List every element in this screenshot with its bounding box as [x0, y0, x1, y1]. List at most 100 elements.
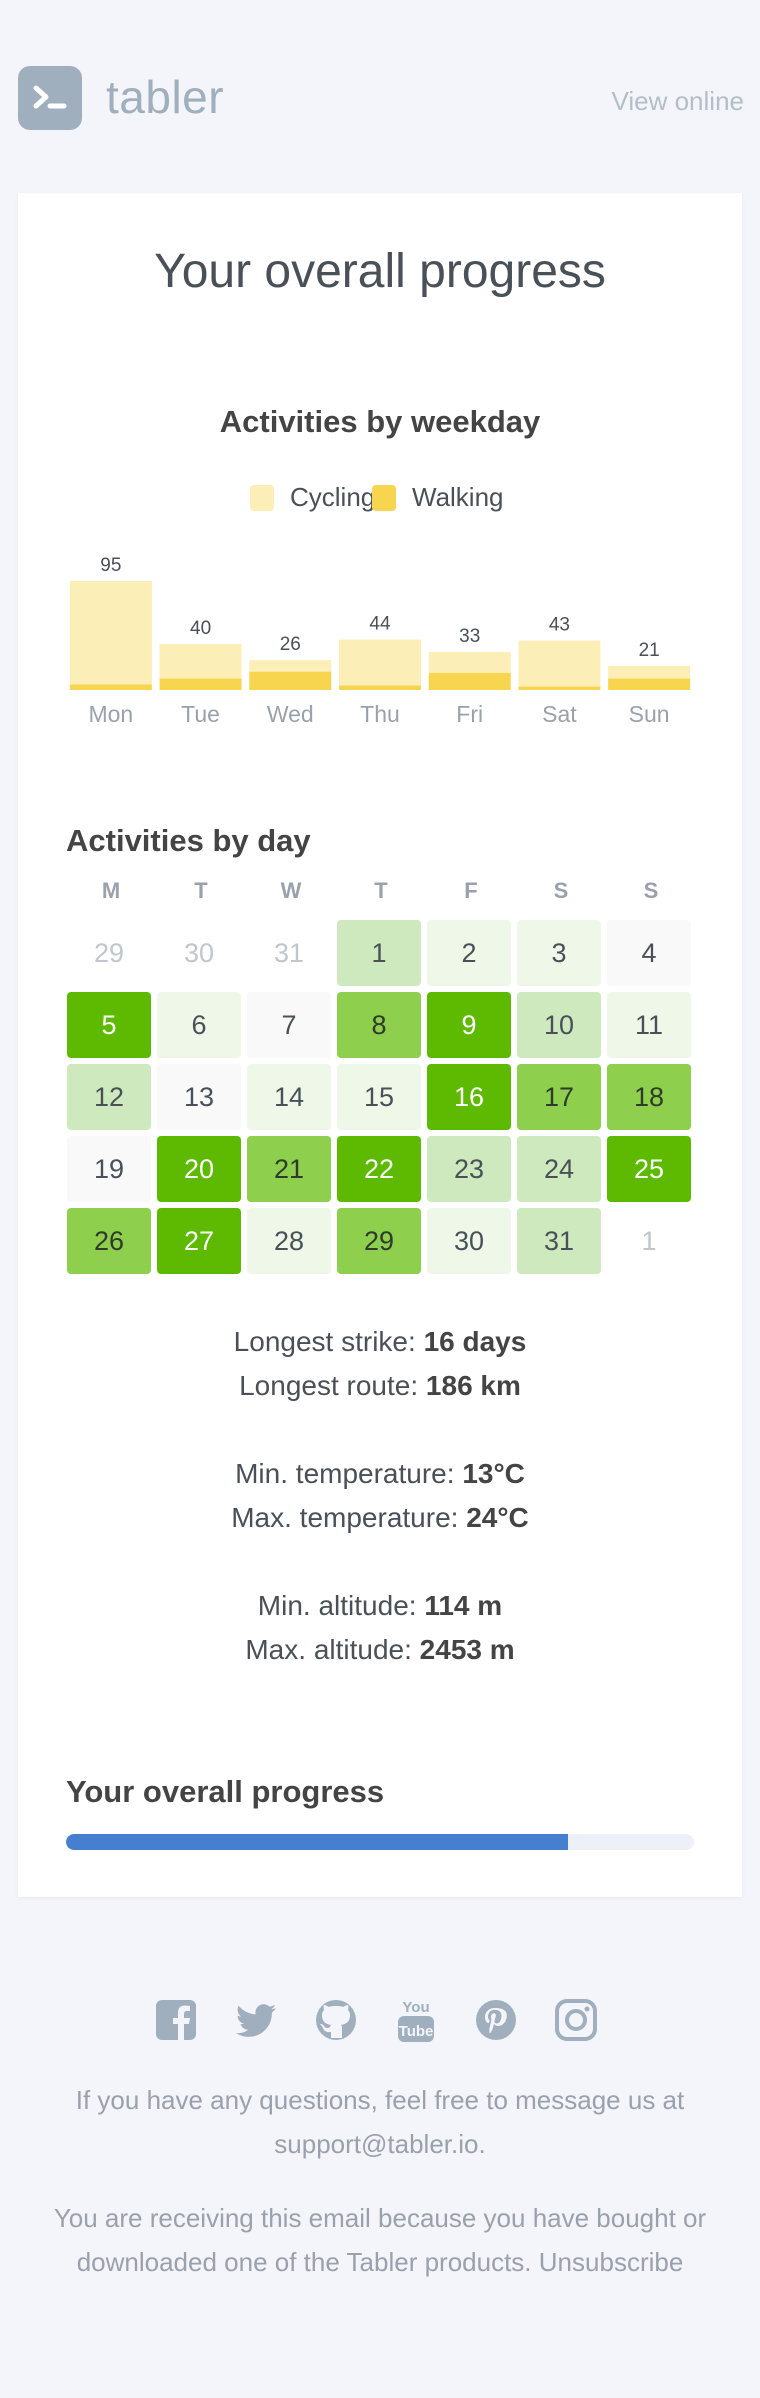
- instagram-icon[interactable]: [552, 1996, 600, 2044]
- bar-total-label: 26: [280, 634, 301, 655]
- calendar-weekday-header: T: [374, 878, 388, 903]
- calendar-day: 30: [427, 1208, 511, 1274]
- calendar-day: 3: [517, 920, 601, 986]
- stat-value: 186 km: [425, 1370, 521, 1401]
- twitter-icon[interactable]: [232, 1996, 280, 2044]
- calendar-day: 5: [67, 992, 151, 1058]
- calendar-day: 6: [157, 992, 241, 1058]
- bar-total-label: 40: [190, 618, 211, 639]
- x-tick-label: Mon: [88, 701, 133, 727]
- stat-label: Longest strike:: [233, 1326, 416, 1357]
- progress-bar: [66, 1834, 694, 1850]
- progress-title: Your overall progress: [66, 1774, 385, 1809]
- receiving-message: You are receiving this email because you…: [53, 2203, 707, 2277]
- calendar-weekday-header: F: [464, 878, 478, 903]
- legend-swatch-walking: [372, 485, 396, 511]
- calendar-day: 20: [157, 1136, 241, 1202]
- calendar-day: 2: [427, 920, 511, 986]
- receiving-text: You are receiving this email because you…: [30, 2196, 730, 2284]
- support-email-link[interactable]: support@tabler.io.: [274, 2129, 486, 2159]
- stat-label: Max. temperature:: [231, 1502, 459, 1533]
- stat-value: 16 days: [423, 1326, 527, 1357]
- stat-value: 114 m: [424, 1590, 503, 1621]
- social-links: You Tube: [152, 1996, 608, 2048]
- calendar-day: 18: [607, 1064, 691, 1130]
- calendar-day: 28: [247, 1208, 331, 1274]
- pinterest-icon[interactable]: [472, 1996, 520, 2044]
- view-online-link[interactable]: View online: [611, 86, 744, 116]
- stat-value: 2453 m: [419, 1634, 515, 1665]
- calendar-day: 4: [607, 920, 691, 986]
- youtube-icon[interactable]: You Tube: [392, 1996, 440, 2044]
- facebook-icon[interactable]: [152, 1996, 200, 2044]
- stat-max-altitude: Max. altitude: 2453 m: [0, 1628, 760, 1672]
- stat-label: Min. temperature:: [235, 1458, 455, 1489]
- bar-cycling-thu: [339, 639, 421, 686]
- x-tick-label: Tue: [181, 701, 220, 727]
- contact-text: If you have any questions, feel free to …: [30, 2078, 730, 2166]
- github-icon[interactable]: [312, 1996, 360, 2044]
- legend-label-cycling: Cycling: [290, 482, 376, 512]
- legend-swatch-cycling: [250, 485, 274, 511]
- calendar-day: 19: [67, 1136, 151, 1202]
- calendar-title: Activities by day: [66, 823, 311, 858]
- stat-longest-strike: Longest strike: 16 days: [0, 1320, 760, 1364]
- bar-total-label: 43: [549, 615, 570, 636]
- bar-total-label: 95: [100, 555, 121, 576]
- calendar-day: 27: [157, 1208, 241, 1274]
- stat-label: Min. altitude:: [257, 1590, 417, 1621]
- tabler-logo-icon[interactable]: [18, 66, 82, 130]
- calendar-day: 26: [67, 1208, 151, 1274]
- chart-legend: Cycling Walking: [250, 482, 550, 516]
- bar-total-label: 21: [639, 640, 660, 661]
- calendar-day: 14: [247, 1064, 331, 1130]
- stat-value: 24°C: [466, 1502, 529, 1533]
- calendar-day: 11: [607, 992, 691, 1058]
- calendar-day: 8: [337, 992, 421, 1058]
- calendar-day: 21: [247, 1136, 331, 1202]
- x-tick-label: Thu: [360, 701, 400, 727]
- calendar-weekday-header: W: [280, 878, 302, 903]
- stat-min-altitude: Min. altitude: 114 m: [0, 1584, 760, 1628]
- bar-walking-wed: [249, 671, 332, 690]
- calendar-day-outside-month: 30: [157, 920, 241, 986]
- x-tick-label: Sun: [629, 701, 670, 727]
- bar-walking-thu: [339, 685, 421, 690]
- bar-cycling-tue: [159, 644, 242, 679]
- bar-walking-sat: [518, 686, 601, 690]
- calendar-day: 16: [427, 1064, 511, 1130]
- weekday-bar-chart: 95 Mon 40 Tue 26 Wed 44 Thu 33 Fri 43 Sat 21 Sun: [69, 555, 691, 727]
- logo-text[interactable]: tabler: [106, 71, 225, 123]
- progress-bar-fill: [66, 1834, 569, 1850]
- calendar-day: 9: [427, 992, 511, 1058]
- bar-cycling-sat: [518, 640, 601, 687]
- calendar-day: 17: [517, 1064, 601, 1130]
- contact-message: If you have any questions, feel free to …: [75, 2085, 685, 2115]
- legend-label-walking: Walking: [412, 482, 504, 512]
- weekday-chart-title: Activities by weekday: [219, 404, 541, 439]
- calendar-day: 22: [337, 1136, 421, 1202]
- svg-text:Tube: Tube: [399, 2023, 434, 2040]
- x-tick-label: Wed: [267, 701, 314, 727]
- calendar-grid: 29 30 31 1 2 3 4 5 6 7 8 9 10 11 12 13 14 15 16 17 18 19 20 21 2…: [66, 920, 694, 1276]
- calendar-day: 13: [157, 1064, 241, 1130]
- stats-block: Longest strike: 16 days Longest route: 1…: [0, 1320, 760, 1672]
- calendar-day: 24: [517, 1136, 601, 1202]
- page-title: Your overall progress: [154, 245, 606, 298]
- stat-label: Longest route:: [239, 1370, 419, 1401]
- calendar-day: 23: [427, 1136, 511, 1202]
- bar-walking-tue: [159, 678, 242, 690]
- calendar-weekday-header: M: [101, 878, 121, 903]
- calendar-day: 7: [247, 992, 331, 1058]
- email-header: tabler View online: [18, 66, 744, 130]
- stat-longest-route: Longest route: 186 km: [0, 1364, 760, 1408]
- calendar-day: 10: [517, 992, 601, 1058]
- unsubscribe-link[interactable]: Unsubscribe: [538, 2247, 684, 2277]
- stat-label: Max. altitude:: [245, 1634, 412, 1665]
- bar-total-label: 44: [369, 614, 391, 635]
- calendar-day: 12: [67, 1064, 151, 1130]
- bar-cycling-wed: [249, 660, 332, 672]
- svg-text:You: You: [402, 1999, 429, 2016]
- bar-cycling-sun: [608, 665, 691, 679]
